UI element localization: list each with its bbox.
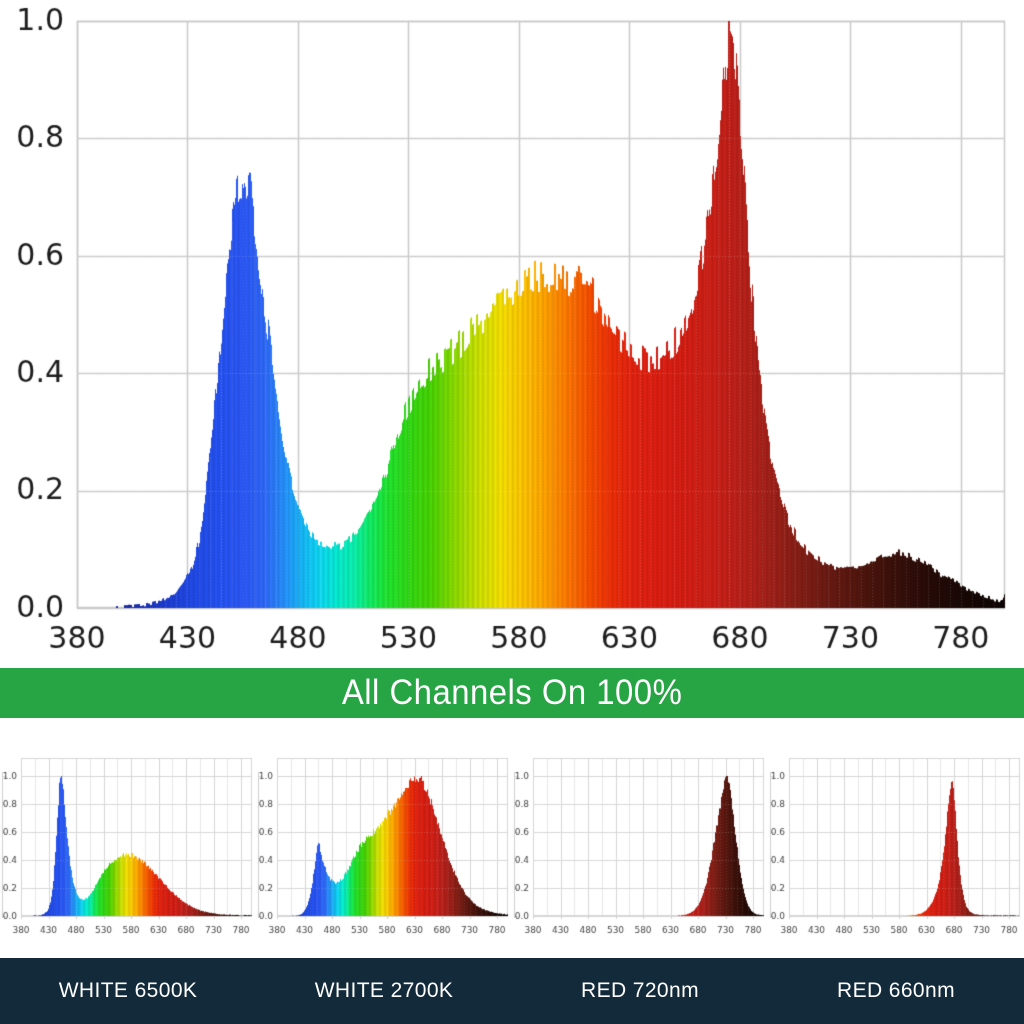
banner: All Channels On 100%: [0, 668, 1024, 718]
channel-label-white-6500k: WHITE 6500K: [58, 979, 198, 1002]
subchart-white-6500k: [0, 745, 256, 958]
subchart-white-2700k: [256, 745, 512, 958]
footer-cell: RED 660nm: [768, 979, 1024, 1003]
footer-cell: WHITE 6500K: [0, 979, 256, 1003]
channel-label-red-720nm: RED 720nm: [581, 979, 699, 1002]
subchart-red-660nm: [768, 745, 1024, 958]
subchart-red-720nm: [512, 745, 768, 958]
footer: WHITE 6500K WHITE 2700K RED 720nm RED 66…: [0, 958, 1024, 1024]
banner-title: All Channels On 100%: [341, 673, 683, 712]
main-spectrum-chart: [0, 0, 1024, 668]
channel-label-white-2700k: WHITE 2700K: [314, 979, 454, 1002]
footer-cell: WHITE 2700K: [256, 979, 512, 1003]
footer-cell: RED 720nm: [512, 979, 768, 1003]
channel-label-red-660nm: RED 660nm: [837, 979, 955, 1002]
